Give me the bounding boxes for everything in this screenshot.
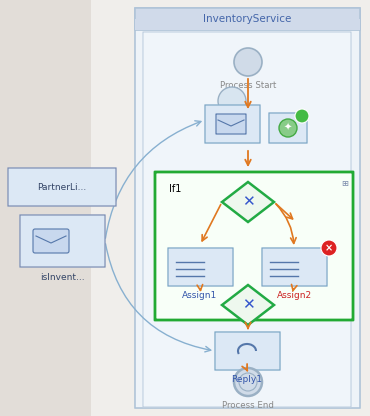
Text: ✦: ✦ [284,123,292,133]
FancyBboxPatch shape [168,248,233,286]
Circle shape [295,109,309,123]
Text: Assign2: Assign2 [276,292,312,300]
FancyBboxPatch shape [135,19,360,30]
Text: Process End: Process End [222,401,274,411]
FancyBboxPatch shape [269,113,307,143]
Circle shape [279,119,297,137]
FancyBboxPatch shape [205,105,260,143]
Text: InventoryService: InventoryService [203,14,292,24]
Polygon shape [222,182,274,222]
Text: Process Start: Process Start [220,82,276,91]
Circle shape [234,368,262,396]
FancyBboxPatch shape [20,215,105,267]
Text: ✕: ✕ [242,195,255,210]
Text: PartnerLi...: PartnerLi... [37,183,87,191]
FancyBboxPatch shape [155,172,353,320]
FancyBboxPatch shape [33,229,69,253]
Circle shape [234,48,262,76]
Text: ⊞: ⊞ [342,179,349,188]
Text: ×: × [325,243,333,253]
Text: Reply1: Reply1 [232,376,262,384]
FancyBboxPatch shape [0,0,91,416]
Circle shape [218,87,246,115]
FancyBboxPatch shape [135,8,360,30]
Text: ✕: ✕ [242,297,255,312]
Text: Assign1: Assign1 [182,292,218,300]
FancyBboxPatch shape [262,248,327,286]
FancyBboxPatch shape [143,32,351,407]
FancyBboxPatch shape [8,168,116,206]
Circle shape [321,240,337,256]
FancyBboxPatch shape [215,332,280,370]
Polygon shape [222,285,274,325]
FancyBboxPatch shape [216,114,246,134]
Text: If1: If1 [169,184,181,194]
FancyBboxPatch shape [135,8,360,408]
Text: isInvent...: isInvent... [40,272,84,282]
